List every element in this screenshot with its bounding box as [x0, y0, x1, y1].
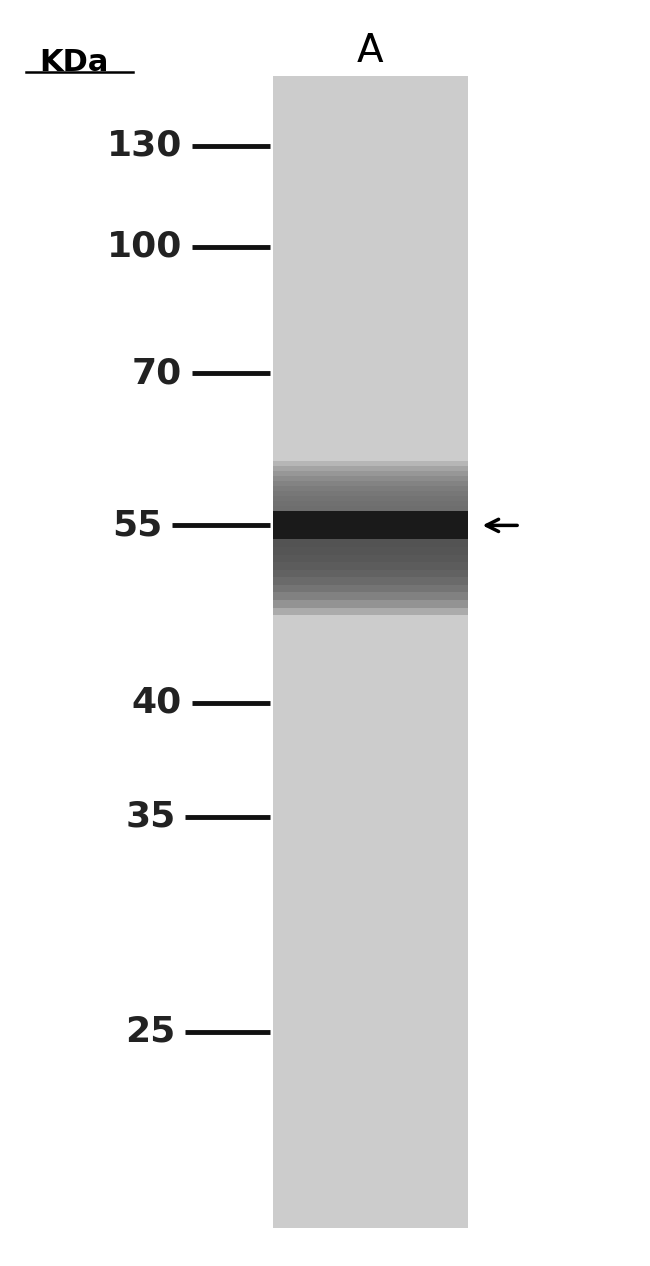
Bar	[273, 539, 468, 615]
Bar	[273, 481, 468, 511]
Bar	[273, 471, 468, 511]
Bar	[273, 539, 468, 592]
Text: KDa: KDa	[39, 48, 109, 77]
Bar	[273, 539, 468, 570]
Bar	[273, 539, 468, 585]
Bar	[273, 539, 468, 608]
Bar	[273, 539, 468, 547]
Text: 55: 55	[112, 509, 162, 542]
Text: 130: 130	[107, 129, 182, 162]
Bar	[273, 491, 468, 511]
Text: A: A	[358, 32, 384, 70]
Bar	[273, 476, 468, 511]
Bar	[273, 539, 468, 555]
Text: 35: 35	[125, 800, 176, 833]
Bar	[273, 539, 468, 577]
Bar	[273, 501, 468, 511]
Text: 25: 25	[125, 1015, 176, 1048]
Bar	[273, 461, 468, 511]
Bar	[273, 511, 468, 539]
Text: 40: 40	[132, 686, 182, 719]
Text: 100: 100	[107, 230, 182, 263]
Bar	[273, 76, 468, 1228]
Bar	[273, 539, 468, 600]
Bar	[273, 506, 468, 511]
Bar	[273, 486, 468, 511]
Bar	[273, 496, 468, 511]
Text: 70: 70	[132, 357, 182, 390]
Bar	[273, 539, 468, 562]
Bar	[273, 466, 468, 511]
